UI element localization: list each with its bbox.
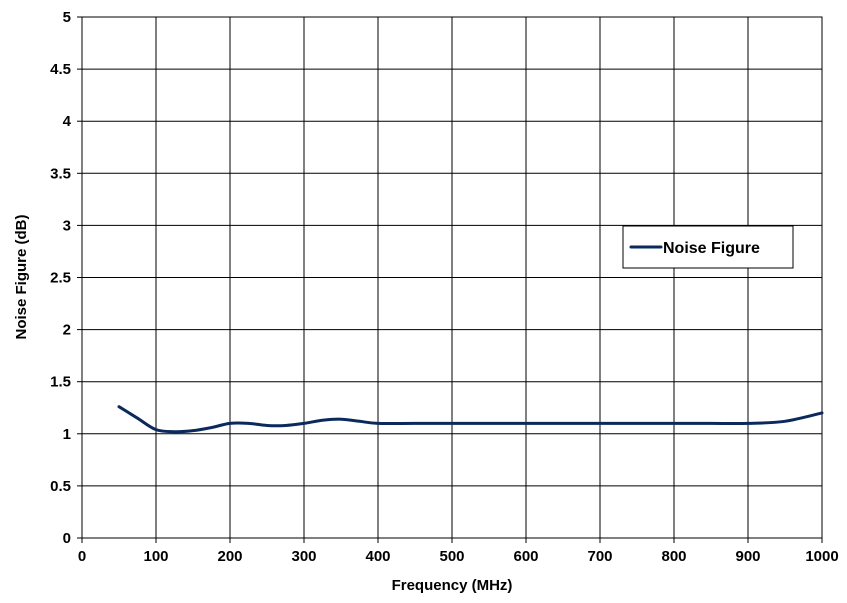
y-axis-ticks: 0 0.5 1 1.5 2 2.5 3 3.5 4 4.5 5 (50, 9, 82, 547)
y-axis-title: Noise Figure (dB) (13, 214, 30, 339)
legend-series-label: Noise Figure (663, 240, 760, 257)
y-tick-label: 2.5 (50, 270, 71, 287)
y-tick-label: 3 (63, 217, 71, 234)
y-tick-label: 4 (63, 113, 72, 130)
x-tick-label: 600 (513, 548, 538, 565)
y-tick-label: 0.5 (50, 478, 71, 495)
gridlines (82, 17, 822, 538)
x-tick-label: 800 (661, 548, 686, 565)
y-tick-label: 1 (63, 426, 71, 443)
x-tick-label: 700 (587, 548, 612, 565)
x-tick-label: 900 (735, 548, 760, 565)
x-tick-label: 500 (439, 548, 464, 565)
legend: Noise Figure (622, 225, 794, 269)
y-tick-label: 4.5 (50, 61, 71, 78)
x-tick-label: 300 (291, 548, 316, 565)
x-tick-label: 200 (217, 548, 242, 565)
x-tick-label: 0 (78, 548, 86, 565)
y-tick-label: 5 (63, 9, 71, 26)
y-tick-label: 1.5 (50, 374, 71, 391)
series-line-noise-figure (117, 405, 824, 434)
y-tick-label: 0 (63, 530, 71, 547)
x-axis-ticks: 0 100 200 300 400 500 600 700 800 900 1000 (78, 538, 839, 565)
y-tick-label: 3.5 (50, 165, 71, 182)
y-tick-label: 2 (63, 322, 71, 339)
x-tick-label: 1000 (805, 548, 838, 565)
x-tick-label: 100 (143, 548, 168, 565)
x-tick-label: 400 (365, 548, 390, 565)
x-axis-title: Frequency (MHz) (392, 577, 513, 594)
series-layer (117, 405, 824, 434)
